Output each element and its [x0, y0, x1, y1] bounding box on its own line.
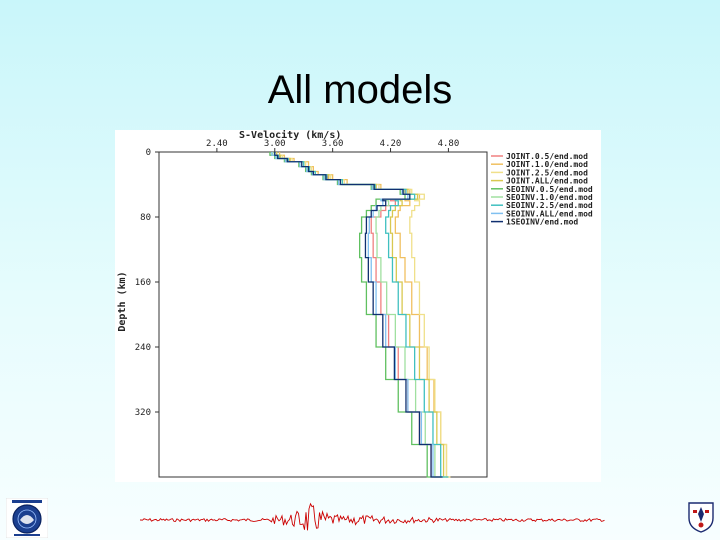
legend-entry: SEOINV.0.5/end.mod	[506, 185, 593, 194]
legend-entry: JOINT.0.5/end.mod	[506, 152, 588, 161]
seismogram-trace	[140, 502, 605, 531]
velocity-depth-chart: 2.40 3.00 3.60 4.20 4.80 0 80 160 240 320 S-Veloci…	[117, 130, 593, 478]
legend-entry: JOINT.2.5/end.mod	[506, 168, 588, 177]
legend-entry: 1SEOINV/end.mod	[506, 218, 578, 227]
x-tick-label: 2.40	[206, 139, 228, 149]
series-line	[274, 152, 443, 478]
legend-entry: SEOINV.1.0/end.mod	[506, 193, 593, 202]
x-axis-title: S-Velocity (km/s)	[239, 130, 341, 141]
y-tick-label: 240	[135, 343, 151, 353]
slide-title: All models	[267, 68, 453, 112]
y-tick-label: 80	[140, 213, 151, 223]
x-tick-label: 3.60	[322, 139, 344, 149]
legend-entry: SEOINV.2.5/end.mod	[506, 201, 593, 210]
crest-logo	[688, 502, 714, 533]
legend-entry: JOINT.1.0/end.mod	[506, 160, 588, 169]
y-tick-label: 0	[146, 148, 151, 158]
x-tick-label: 4.20	[380, 139, 402, 149]
series-line	[274, 152, 451, 478]
y-tick-label: 160	[135, 278, 151, 288]
figure-panel: 2.40 3.00 3.60 4.20 4.80 0 80 160 240 320 S-Veloci…	[115, 130, 601, 482]
y-axis-title: Depth (km)	[117, 271, 128, 331]
x-tick-label: 3.00	[264, 139, 286, 149]
y-tick-label: 320	[135, 408, 151, 418]
plot-frame	[158, 151, 488, 478]
legend-entry: JOINT.ALL/end.mod	[506, 177, 588, 186]
seismogram-waveform	[140, 502, 605, 531]
university-seal-logo	[6, 498, 48, 538]
legend-entry: SEOINV.ALL/end.mod	[506, 209, 593, 218]
x-tick-label: 4.80	[438, 139, 460, 149]
series-line	[274, 152, 449, 478]
